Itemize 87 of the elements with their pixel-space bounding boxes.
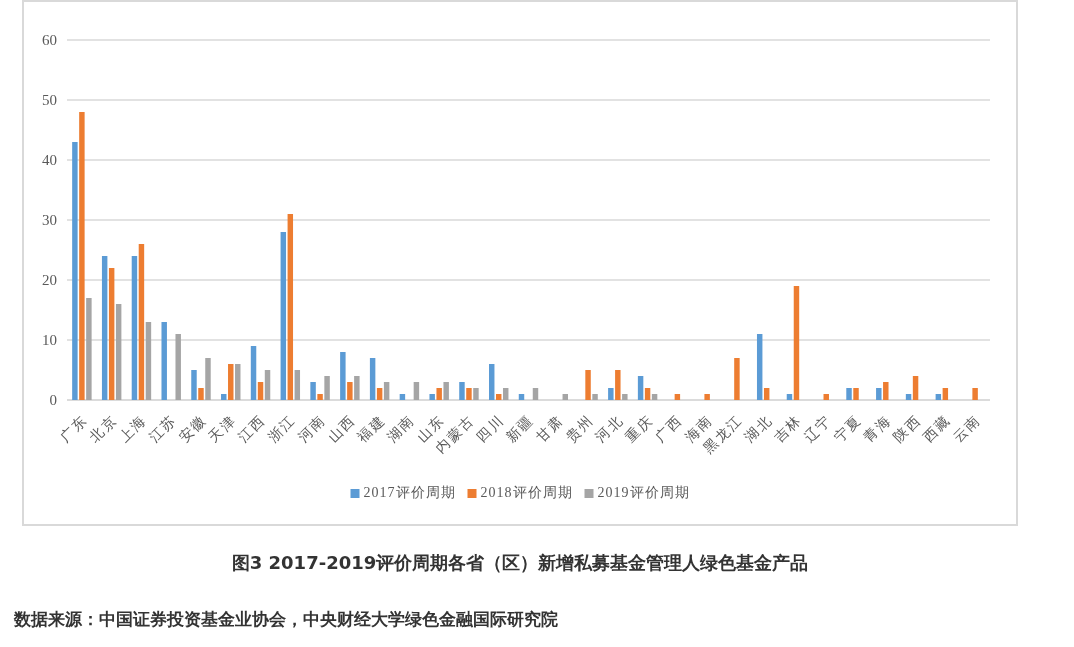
bar: [637, 376, 644, 400]
bar: [294, 370, 301, 400]
bar: [562, 394, 568, 400]
bar: [912, 376, 919, 400]
x-tick-label: 江苏: [146, 411, 180, 446]
bar: [86, 298, 92, 400]
bar: [191, 370, 197, 400]
bar: [280, 232, 287, 400]
bar: [221, 394, 227, 400]
bar: [376, 388, 383, 400]
bar: [317, 394, 323, 400]
bar: [443, 382, 449, 400]
bar: [763, 388, 770, 400]
bar: [145, 322, 152, 400]
bar: [198, 388, 204, 400]
bar: [101, 256, 108, 400]
bar: [786, 394, 793, 400]
bar: [585, 370, 591, 400]
bar: [436, 388, 442, 400]
bar: [853, 388, 859, 400]
bar: [399, 394, 406, 400]
bar: [644, 388, 651, 400]
bar: [250, 346, 257, 400]
bar: [340, 352, 346, 400]
bar: [935, 394, 942, 400]
x-tick-label: 湖南: [384, 411, 418, 446]
bar: [264, 370, 271, 400]
bar: [257, 382, 264, 400]
bar: [175, 334, 181, 400]
bar: [429, 394, 435, 400]
bar: [496, 394, 502, 400]
bar: [79, 112, 85, 400]
y-tick-label: 10: [42, 332, 57, 349]
bar: [883, 382, 889, 400]
bar: [287, 214, 294, 400]
bar: [674, 394, 681, 400]
legend-label: 2019评价周期: [597, 485, 690, 501]
y-tick-label: 0: [49, 392, 57, 409]
bar: [383, 382, 390, 400]
bar: [532, 388, 539, 400]
bar: [734, 358, 740, 400]
bar: [793, 286, 800, 400]
y-tick-label: 50: [42, 92, 57, 109]
text: 图3 2017-2019评价周期各省（区）新增私募基金管理人绿色基金产品: [231, 552, 809, 573]
bar: [131, 256, 138, 400]
bar: [876, 388, 882, 400]
bar: [324, 376, 330, 400]
x-tick-label: 河南: [295, 411, 329, 446]
y-tick-label: 30: [42, 212, 57, 229]
bar: [704, 394, 710, 400]
source-note: 数据来源：中国证券投资基金业协会，中央财经大学绿色金融国际研究院: [13, 609, 558, 629]
bar: [622, 394, 628, 400]
bar: [756, 334, 763, 400]
bar: [354, 376, 360, 400]
legend-label: 2017评价周期: [363, 485, 456, 501]
y-tick-label: 20: [42, 272, 57, 289]
y-tick-label: 60: [42, 32, 57, 49]
bar: [347, 382, 353, 400]
bar: [108, 268, 115, 400]
legend-label: 2018评价周期: [480, 485, 573, 501]
bar: [205, 358, 211, 400]
bar: [972, 388, 978, 400]
bar: [310, 382, 316, 400]
bar: [459, 382, 465, 400]
bar: [473, 388, 479, 400]
bar: [369, 358, 376, 400]
bar: [905, 394, 912, 400]
bar: [466, 388, 472, 400]
bar: [235, 364, 241, 400]
bar: [115, 304, 122, 400]
bar: [413, 382, 420, 400]
bar: [651, 394, 658, 400]
bar: [228, 364, 234, 400]
bar: [502, 388, 509, 400]
bar: [823, 394, 829, 400]
bar: [161, 322, 167, 400]
y-tick-label: 40: [42, 152, 57, 169]
bar: [518, 394, 525, 400]
bar: [592, 394, 598, 400]
bar: [942, 388, 949, 400]
bar: [608, 388, 614, 400]
bar: [846, 388, 852, 400]
bar: [489, 364, 495, 400]
bar: [615, 370, 621, 400]
bar: [138, 244, 145, 400]
bar: [72, 142, 78, 400]
x-tick-label: 江西: [235, 411, 269, 446]
